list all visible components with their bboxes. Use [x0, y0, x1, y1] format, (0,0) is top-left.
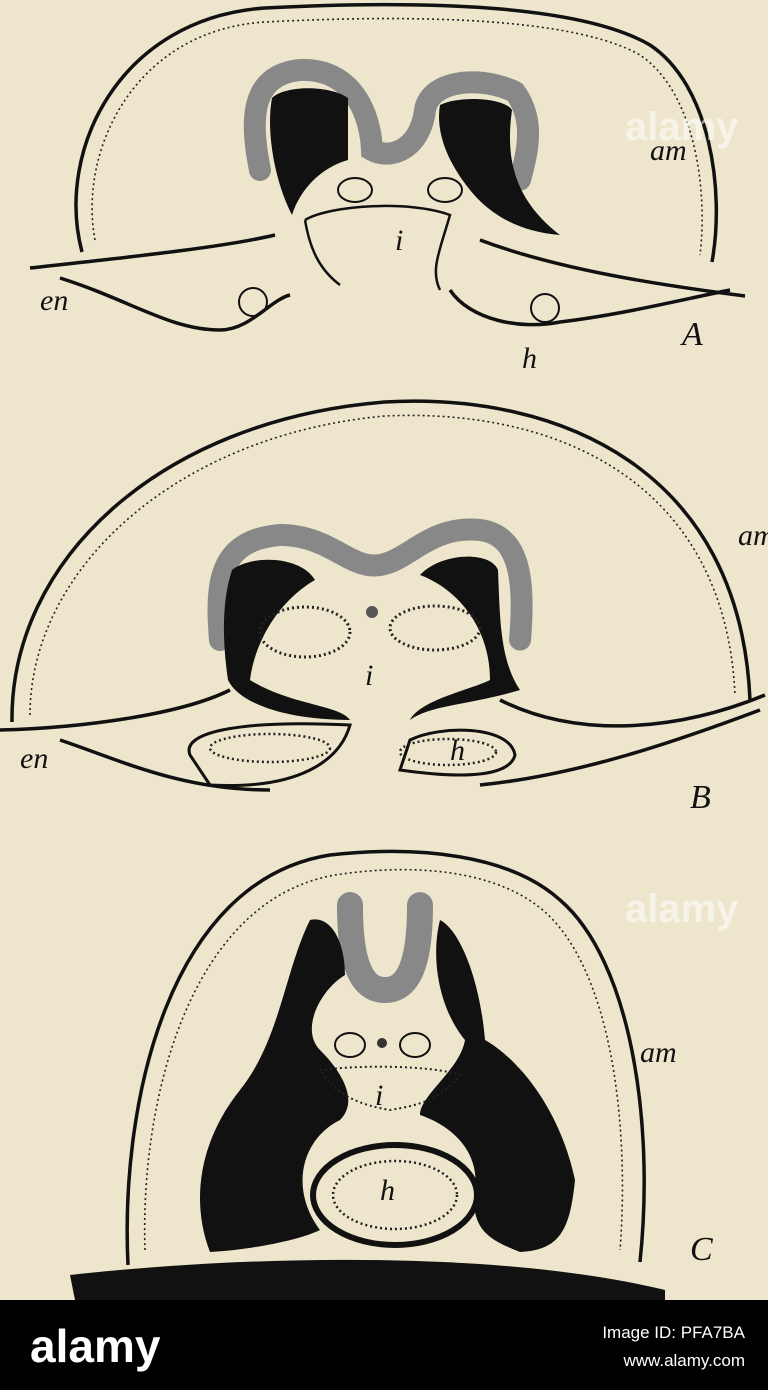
- neural-tube: [243, 59, 539, 191]
- amnion-outline: [74, 2, 718, 263]
- panel-letter: B: [690, 779, 711, 816]
- endocardium: [398, 737, 498, 767]
- dorsal-aorta: [337, 177, 373, 203]
- label: en: [40, 284, 68, 317]
- footer-url: www.alamy.com: [622, 1351, 745, 1370]
- splanchnopleure: [59, 708, 761, 792]
- amnion-outline: [10, 399, 752, 723]
- endocardium: [208, 732, 332, 764]
- dorsal-aorta: [427, 177, 463, 203]
- amnion-inner: [29, 414, 736, 716]
- watermark: alamy: [625, 105, 739, 149]
- neural-tube: [337, 892, 433, 1004]
- gut: [303, 204, 452, 291]
- image-id: Image ID: PFA7BA: [602, 1323, 745, 1342]
- dorsal-aorta: [258, 605, 352, 659]
- amnion-inner: [143, 868, 624, 1251]
- label: i: [365, 659, 373, 692]
- notochord: [366, 606, 378, 618]
- label: en: [20, 742, 48, 775]
- watermark: alamy: [625, 887, 739, 931]
- amnion-outline: [125, 849, 646, 1266]
- mesoderm-right: [410, 556, 520, 720]
- mesoderm-left: [223, 559, 350, 720]
- label: h: [380, 1174, 395, 1207]
- label: am: [650, 134, 687, 167]
- notochord: [377, 1038, 387, 1048]
- label: i: [395, 224, 403, 257]
- somatopleure: [0, 688, 766, 732]
- label: h: [522, 342, 537, 375]
- background: [0, 0, 768, 1300]
- label: i: [375, 1079, 383, 1112]
- panel-letter: C: [690, 1231, 713, 1268]
- somatopleure: [29, 233, 746, 298]
- panel-letter: A: [680, 316, 703, 353]
- mesoderm-right: [439, 98, 560, 235]
- mesoderm-left: [270, 88, 348, 215]
- footer-bar: [0, 1300, 768, 1390]
- neural-tube: [207, 518, 533, 651]
- dorsal-aorta: [334, 1032, 366, 1058]
- splanchnopleure: [59, 276, 731, 332]
- heart-left: [238, 287, 268, 317]
- heart: [310, 1142, 480, 1248]
- label: am: [738, 519, 768, 552]
- dorsal-aorta: [388, 604, 482, 652]
- section-b: am en i h B: [0, 399, 768, 816]
- dorsal-aorta: [399, 1032, 431, 1058]
- section-c: am i h C: [70, 849, 713, 1300]
- mesoderm-right: [420, 920, 575, 1252]
- mesoderm-left: [200, 919, 349, 1252]
- label: am: [640, 1036, 677, 1069]
- footer-brand: alamy: [30, 1320, 161, 1372]
- yolk-wall: [70, 1259, 665, 1300]
- heart: [187, 722, 517, 788]
- heart-right: [530, 293, 560, 323]
- amnion-inner: [91, 17, 703, 256]
- gut: [318, 1065, 462, 1112]
- endocardium: [331, 1159, 459, 1231]
- footer: alamy Image ID: PFA7BA www.alamy.com: [0, 1300, 768, 1390]
- label: h: [450, 734, 465, 767]
- section-a: am en i h A: [29, 2, 746, 375]
